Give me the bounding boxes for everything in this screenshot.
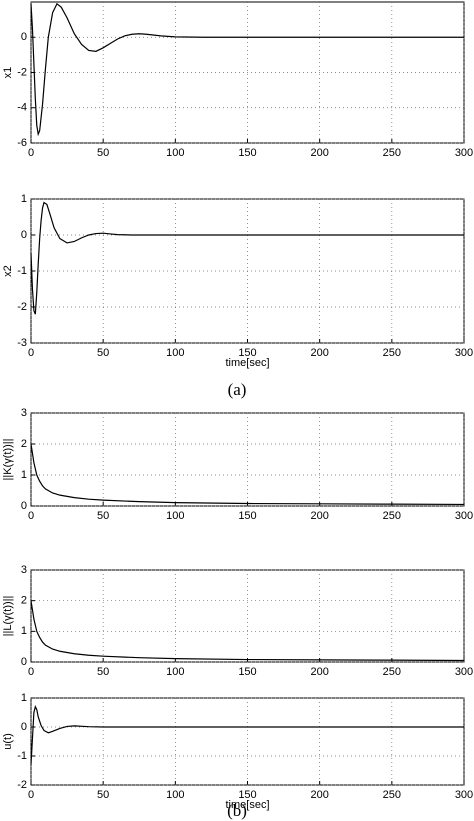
y-tick-label: -6 bbox=[17, 137, 27, 149]
x-tick-label: 150 bbox=[238, 147, 256, 159]
y-tick-label: -1 bbox=[17, 265, 27, 277]
x-tick-label: 250 bbox=[383, 789, 401, 801]
x-tick-label: 200 bbox=[310, 510, 328, 522]
y-tick-label: 0 bbox=[21, 721, 27, 733]
line bbox=[30, 443, 465, 506]
x-tick-label: 0 bbox=[28, 347, 34, 359]
y-axis-label: x2 bbox=[2, 265, 14, 277]
y-tick-label: 1 bbox=[21, 625, 27, 637]
y-axis-label: u(t) bbox=[2, 733, 14, 750]
y-tick-label: 0 bbox=[21, 229, 27, 241]
y-tick-label: -4 bbox=[17, 102, 27, 114]
x-tick-label: 200 bbox=[310, 347, 328, 359]
x-axis-label: time[sec] bbox=[225, 357, 269, 369]
y-tick-label: 1 bbox=[21, 193, 27, 205]
plot-frame bbox=[30, 412, 465, 507]
x-tick-label: 0 bbox=[28, 510, 34, 522]
x-tick-label: 300 bbox=[455, 666, 473, 678]
y-tick-label: -1 bbox=[17, 750, 27, 762]
x-tick-label: 0 bbox=[28, 666, 34, 678]
y-axis-label: ||L(γ(t))|| bbox=[2, 596, 14, 637]
y-axis-label: x1 bbox=[2, 67, 14, 79]
plot-frame bbox=[30, 569, 465, 663]
x-tick-label: 200 bbox=[310, 789, 328, 801]
x-tick-label: 250 bbox=[383, 666, 401, 678]
line bbox=[30, 201, 464, 315]
y-tick-label: 0 bbox=[21, 500, 27, 512]
x-tick-label: 250 bbox=[383, 147, 401, 159]
y-tick-label: 1 bbox=[21, 692, 27, 704]
line bbox=[30, 600, 465, 662]
x-tick-label: 150 bbox=[238, 510, 256, 522]
x-tick-label: 50 bbox=[97, 347, 109, 359]
y-tick-label: 0 bbox=[21, 656, 27, 668]
x-tick-label: 250 bbox=[383, 510, 401, 522]
line bbox=[30, 2, 464, 137]
x-tick-label: 300 bbox=[455, 147, 473, 159]
x-tick-label: 0 bbox=[28, 147, 34, 159]
x-tick-label: 150 bbox=[238, 789, 256, 801]
y-tick-label: 3 bbox=[21, 564, 27, 576]
x-tick-label: 150 bbox=[238, 666, 256, 678]
x-tick-label: 50 bbox=[97, 147, 109, 159]
x-tick-label: 100 bbox=[166, 510, 184, 522]
caption: (a) bbox=[228, 380, 247, 399]
y-tick-label: 3 bbox=[21, 407, 27, 419]
y-tick-label: -2 bbox=[17, 301, 27, 313]
x-tick-label: 300 bbox=[455, 347, 473, 359]
y-tick-label: 2 bbox=[21, 595, 27, 607]
x-tick-label: 300 bbox=[455, 510, 473, 522]
x-tick-label: 0 bbox=[28, 789, 34, 801]
x-tick-label: 50 bbox=[97, 510, 109, 522]
x-tick-label: 100 bbox=[166, 789, 184, 801]
y-tick-label: 2 bbox=[21, 438, 27, 450]
y-tick-label: 1 bbox=[21, 469, 27, 481]
y-axis-label: ||K(γ(t))|| bbox=[2, 439, 14, 481]
x-tick-label: 100 bbox=[166, 666, 184, 678]
y-tick-label: -2 bbox=[17, 779, 27, 791]
y-tick-label: 0 bbox=[21, 31, 27, 43]
y-tick-label: -2 bbox=[17, 66, 27, 78]
x-tick-label: 300 bbox=[455, 789, 473, 801]
x-tick-label: 100 bbox=[166, 147, 184, 159]
caption: (b) bbox=[227, 801, 247, 820]
x-tick-label: 150 bbox=[238, 347, 256, 359]
x-tick-label: 100 bbox=[166, 347, 184, 359]
x-tick-label: 50 bbox=[97, 789, 109, 801]
x-axis-label: time[sec] bbox=[225, 799, 269, 811]
x-tick-label: 200 bbox=[310, 147, 328, 159]
x-tick-label: 200 bbox=[310, 666, 328, 678]
plot-frame bbox=[30, 697, 465, 786]
y-tick-label: -3 bbox=[17, 337, 27, 349]
x-tick-label: 50 bbox=[97, 666, 109, 678]
x-tick-label: 250 bbox=[383, 347, 401, 359]
line bbox=[30, 704, 464, 765]
